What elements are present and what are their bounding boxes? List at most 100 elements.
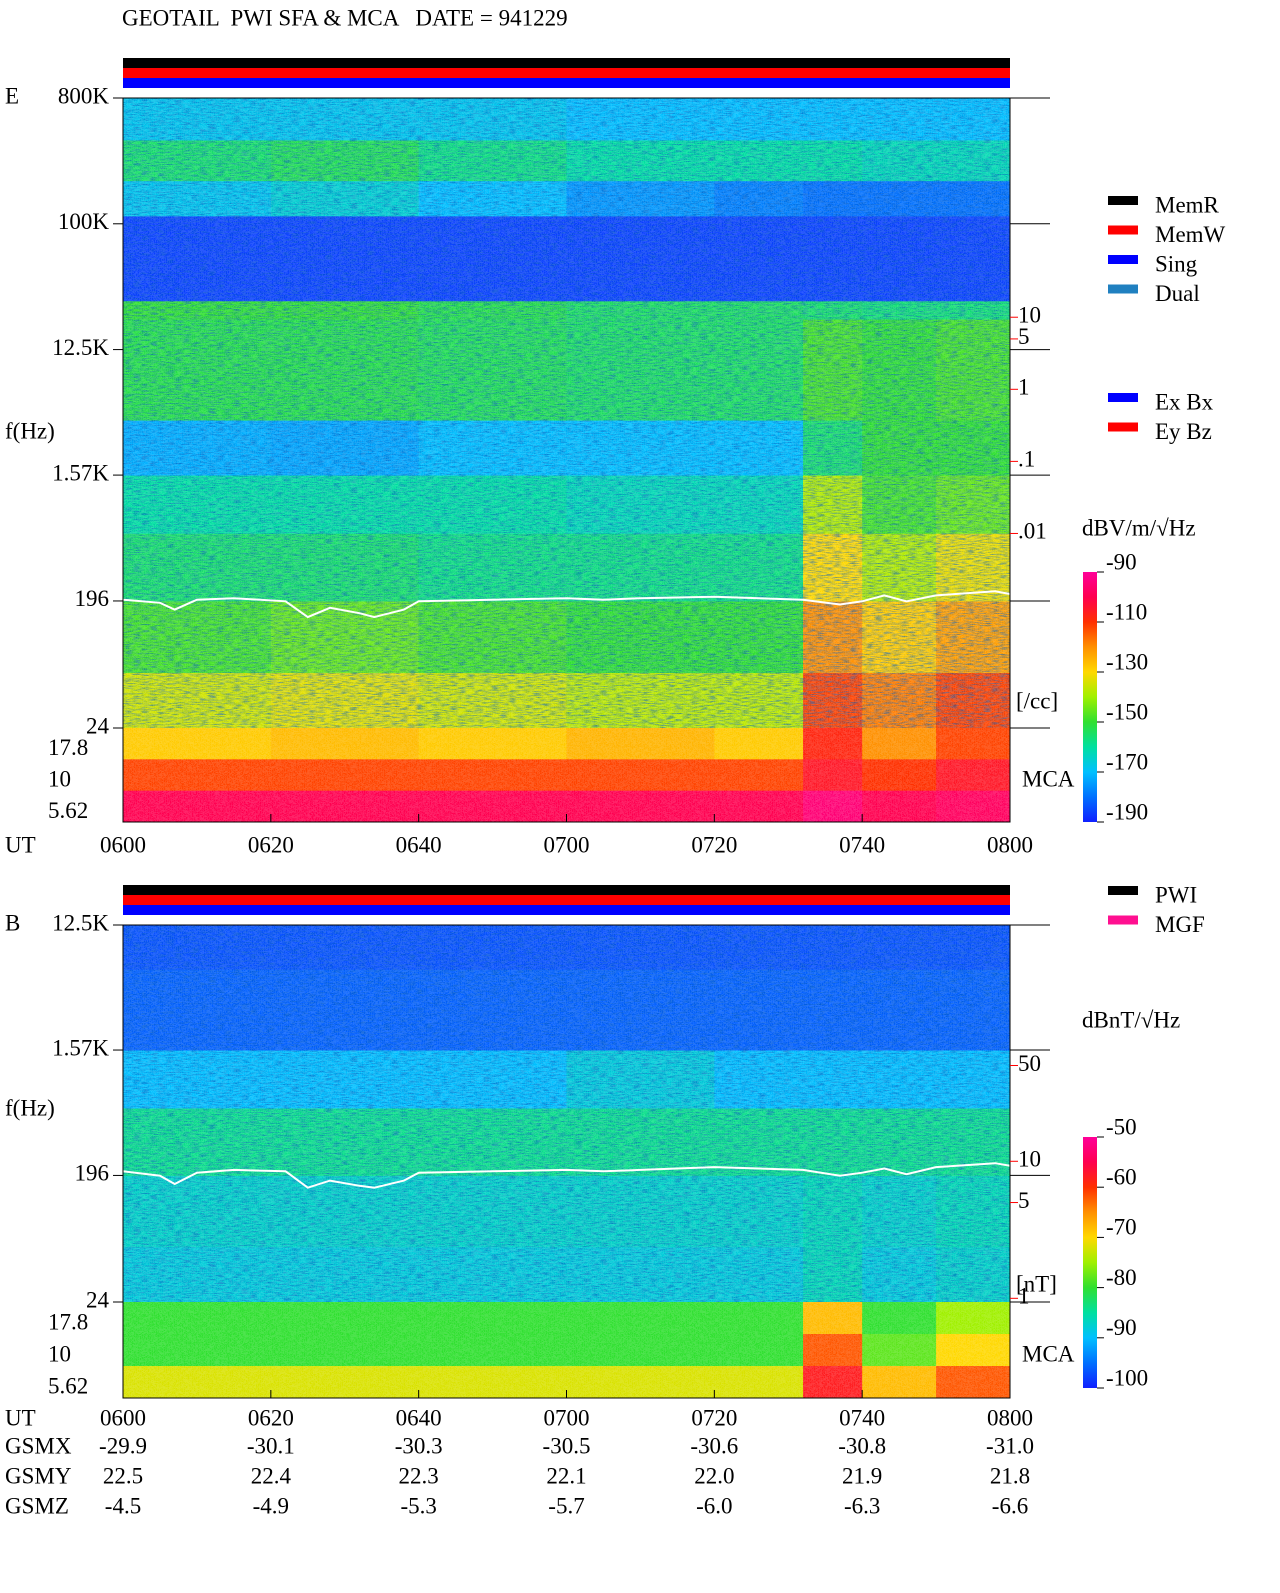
orbit-value: -5.3 xyxy=(400,1493,436,1518)
texture xyxy=(123,925,1010,1398)
orbit-value: -5.7 xyxy=(548,1493,584,1518)
orbit-value: 21.9 xyxy=(842,1463,882,1488)
x-tick-label: 0640 xyxy=(396,832,442,857)
colorbar-tick-label: -80 xyxy=(1106,1265,1137,1290)
x-tick-label: 0640 xyxy=(396,1405,442,1430)
x-tick-label: 0600 xyxy=(100,1405,146,1430)
colorbar xyxy=(1083,1137,1097,1388)
colorbar-tick-label: -100 xyxy=(1106,1365,1148,1390)
orbit-row-label: GSMY xyxy=(5,1463,72,1488)
status-bar xyxy=(123,68,1010,78)
legend-label: MGF xyxy=(1155,912,1205,937)
legend-label: MemW xyxy=(1155,222,1226,247)
orbit-value: 22.1 xyxy=(546,1463,586,1488)
y-tick-label: 800K xyxy=(58,83,110,108)
colorbar-tick-label: -150 xyxy=(1106,699,1148,724)
orbit-value: -4.9 xyxy=(253,1493,289,1518)
orbit-value: -30.1 xyxy=(247,1433,295,1458)
x-tick-label: 0700 xyxy=(544,1405,590,1430)
legend-swatch xyxy=(1108,422,1138,432)
colorbar-tick-label: -60 xyxy=(1106,1164,1137,1189)
orbit-value: 22.3 xyxy=(399,1463,439,1488)
orbit-value: -30.8 xyxy=(838,1433,886,1458)
x-axis-label: UT xyxy=(5,832,36,857)
y2-tick-label: 5 xyxy=(1018,1188,1030,1213)
colorbar-tick-label: -90 xyxy=(1106,549,1137,574)
x-tick-label: 0740 xyxy=(839,1405,885,1430)
y2-tick-label: .01 xyxy=(1018,519,1047,544)
y-tick-label: 196 xyxy=(75,1161,110,1186)
y2-tick-label: 50 xyxy=(1018,1051,1041,1076)
x-tick-label: 0720 xyxy=(691,832,737,857)
mca-channel-label: 5.62 xyxy=(48,1374,88,1399)
line xyxy=(123,1162,1010,1189)
mca-channel-label: 10 xyxy=(48,1342,71,1367)
line xyxy=(123,590,1010,619)
colorbar-tick-label: -90 xyxy=(1106,1315,1137,1340)
legend-swatch xyxy=(1108,225,1138,235)
legend-swatch xyxy=(1108,255,1138,264)
y-tick-label: 196 xyxy=(75,586,110,611)
y-axis-label: f(Hz) xyxy=(5,1095,55,1120)
mca-label: MCA xyxy=(1022,1341,1075,1366)
orbit-value: 22.0 xyxy=(694,1463,734,1488)
x-tick-label: 0800 xyxy=(987,1405,1033,1430)
orbit-row-label: GSMX xyxy=(5,1433,72,1458)
y-tick-label: 24 xyxy=(86,713,110,738)
y-tick-label: 12.5K xyxy=(52,910,109,935)
orbit-value: -30.5 xyxy=(543,1433,591,1458)
y2-tick-label: 10 xyxy=(1018,1147,1041,1172)
orbit-value: -6.3 xyxy=(844,1493,880,1518)
colorbar-tick-label: -190 xyxy=(1106,799,1148,824)
texture xyxy=(123,98,1010,822)
legend-label: Ex Bx xyxy=(1155,389,1214,414)
y-tick-label: 12.5K xyxy=(52,335,109,360)
chart-title: GEOTAIL PWI SFA & MCA DATE = 941229 xyxy=(122,5,568,30)
colorbar-tick-label: -110 xyxy=(1106,599,1147,624)
orbit-value: -4.5 xyxy=(105,1493,141,1518)
colorbar-tick-label: -70 xyxy=(1106,1215,1137,1240)
x-tick-label: 0700 xyxy=(544,832,590,857)
spectrogram xyxy=(123,925,1010,1398)
orbit-row-label: GSMZ xyxy=(5,1493,69,1518)
x-tick-label: 0800 xyxy=(987,832,1033,857)
x-tick-label: 0720 xyxy=(691,1405,737,1430)
colorbar-tick-label: -130 xyxy=(1106,649,1148,674)
colorbar-tick-label: -50 xyxy=(1106,1114,1137,1139)
x-tick-label: 0740 xyxy=(839,832,885,857)
y-tick-label: 100K xyxy=(58,209,110,234)
mca-channel-label: 10 xyxy=(48,767,71,792)
x-tick-label: 0620 xyxy=(248,1405,294,1430)
y2-tick-label: 1 xyxy=(1018,375,1030,400)
orbit-value: -30.6 xyxy=(690,1433,738,1458)
status-bar xyxy=(123,885,1010,895)
legend-swatch xyxy=(1108,284,1138,294)
orbit-value: -31.0 xyxy=(986,1433,1034,1458)
x-axis-label: UT xyxy=(5,1405,36,1430)
panel-label: B xyxy=(5,910,20,935)
y-axis-label: f(Hz) xyxy=(5,418,55,443)
status-bar xyxy=(123,905,1010,915)
legend-label: Ey Bz xyxy=(1155,419,1212,444)
y-tick-label: 1.57K xyxy=(52,460,109,485)
orbit-value: 21.8 xyxy=(990,1463,1030,1488)
legend-swatch xyxy=(1108,915,1138,925)
spectrogram xyxy=(123,98,1010,822)
orbit-value: 22.4 xyxy=(251,1463,292,1488)
status-bar xyxy=(123,78,1010,88)
colorbar-label: dBnT/√Hz xyxy=(1082,1007,1180,1032)
colorbar-tick-label: -170 xyxy=(1106,749,1148,774)
y-tick-label: 24 xyxy=(86,1287,110,1312)
legend-swatch xyxy=(1108,393,1138,402)
status-bar xyxy=(123,895,1010,905)
orbit-value: -30.3 xyxy=(395,1433,443,1458)
legend-label: PWI xyxy=(1155,882,1197,907)
x-tick-label: 0620 xyxy=(248,832,294,857)
legend-label: Sing xyxy=(1155,251,1198,276)
x-tick-label: 0600 xyxy=(100,832,146,857)
y2-axis-label: [/cc] xyxy=(1016,688,1058,713)
y2-tick-label: 5 xyxy=(1018,324,1030,349)
y2-tick-label: 10 xyxy=(1018,303,1041,328)
